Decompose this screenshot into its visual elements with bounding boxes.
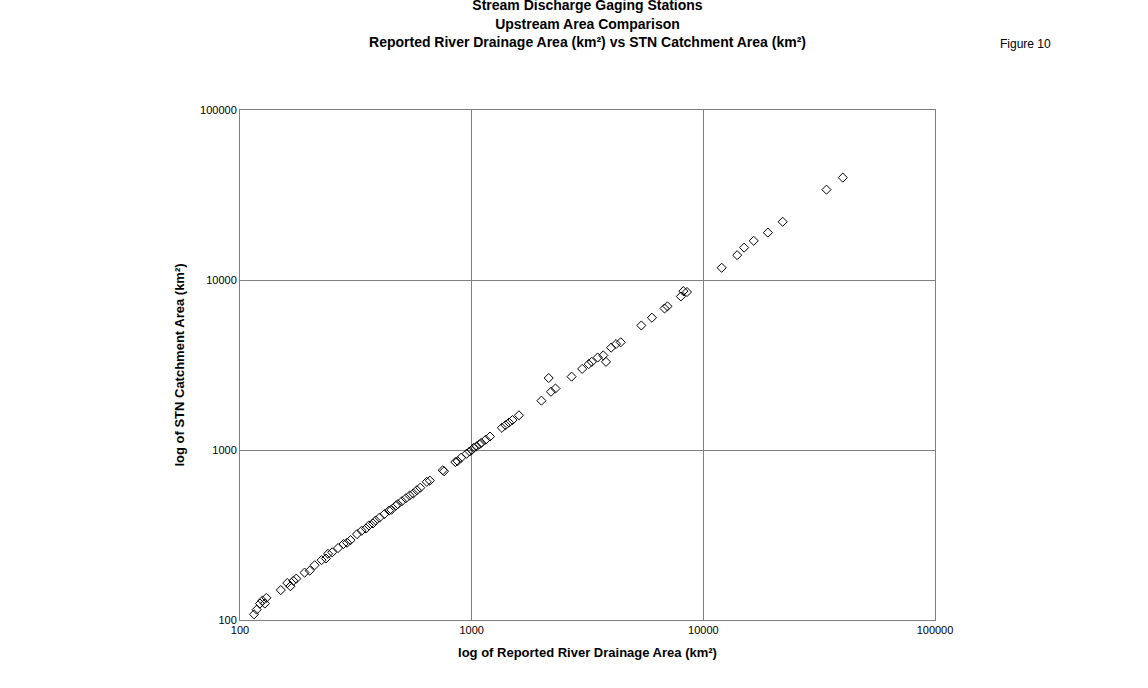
svg-text:100: 100 [218, 614, 236, 626]
svg-text:10000: 10000 [688, 624, 719, 636]
svg-text:1000: 1000 [212, 444, 236, 456]
svg-text:10000: 10000 [206, 274, 237, 286]
svg-text:100000: 100000 [200, 104, 237, 116]
svg-text:100: 100 [231, 624, 249, 636]
svg-text:Figure 10: Figure 10 [1000, 37, 1051, 51]
svg-text:Stream Discharge Gaging Statio: Stream Discharge Gaging StationsUpstream… [369, 0, 806, 50]
svg-text:log of STN Catchment Area (km²: log of STN Catchment Area (km²) [172, 263, 187, 466]
svg-text:log of Reported River Drainage: log of Reported River Drainage Area (km²… [458, 645, 717, 660]
svg-text:100000: 100000 [917, 624, 954, 636]
svg-text:1000: 1000 [459, 624, 483, 636]
